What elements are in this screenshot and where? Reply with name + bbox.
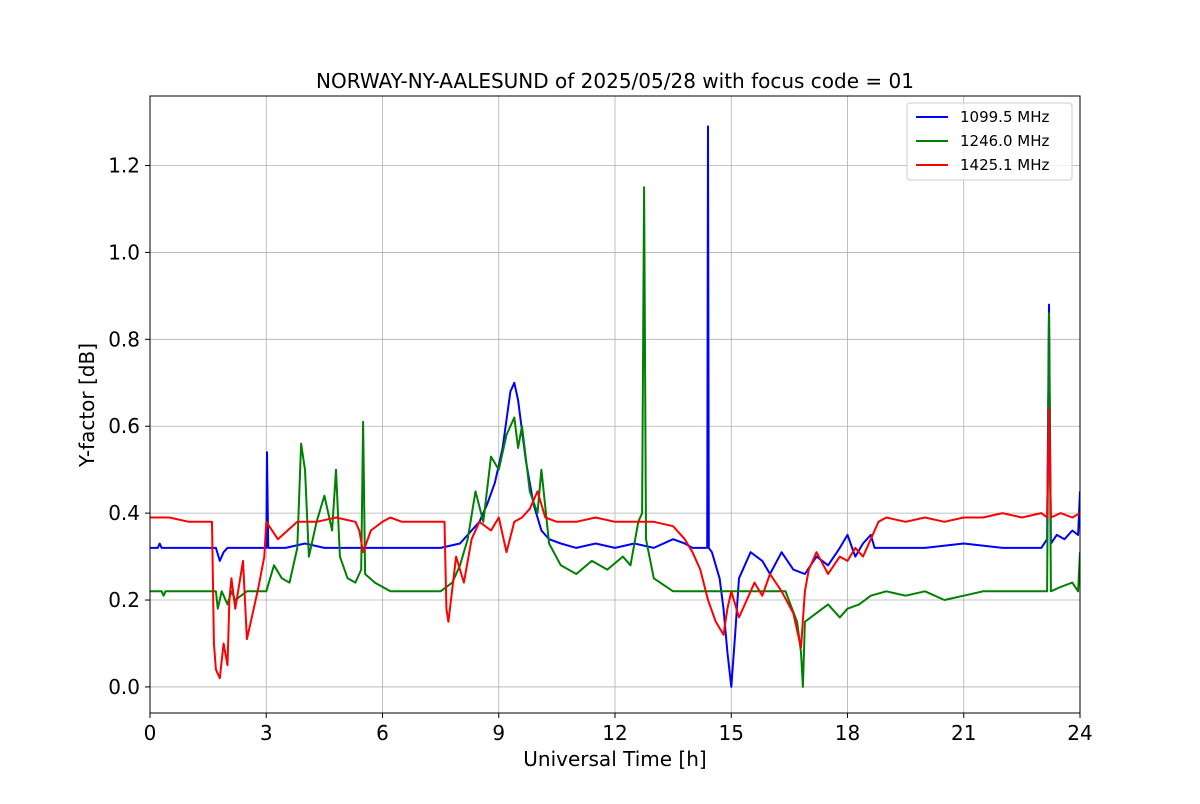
y-tick-label: 0.0 (108, 675, 140, 699)
x-tick-label: 9 (492, 721, 505, 745)
y-tick-label: 0.6 (108, 414, 140, 438)
x-axis: 0 3 6 9 12 15 18 21 24 (144, 713, 1093, 745)
y-tick-label: 1.0 (108, 240, 140, 264)
series-layer (150, 125, 1080, 688)
y-tick-label: 0.8 (108, 327, 140, 351)
x-tick-label: 0 (144, 721, 157, 745)
series-line-3 (150, 407, 1080, 680)
x-axis-label: Universal Time [h] (523, 747, 706, 771)
legend: 1099.5 MHz 1246.0 MHz 1425.1 MHz (906, 102, 1073, 181)
x-tick-label: 15 (719, 721, 744, 745)
x-tick-label: 21 (951, 721, 976, 745)
y-tick-label: 0.2 (108, 588, 140, 612)
legend-label: 1099.5 MHz (960, 108, 1049, 126)
y-tick-label: 1.2 (108, 154, 140, 178)
x-tick-label: 18 (835, 721, 860, 745)
legend-label: 1425.1 MHz (960, 156, 1049, 174)
x-tick-label: 6 (376, 721, 389, 745)
legend-box (906, 102, 1073, 181)
x-tick-label: 24 (1067, 721, 1092, 745)
y-tick-label: 0.4 (108, 501, 140, 525)
y-axis-label: Y-factor [dB] (75, 343, 99, 468)
x-tick-label: 3 (260, 721, 273, 745)
chart-title: NORWAY-NY-AALESUND of 2025/05/28 with fo… (316, 69, 914, 93)
legend-label: 1246.0 MHz (960, 132, 1049, 150)
x-tick-label: 12 (602, 721, 627, 745)
y-axis: 0.0 0.2 0.4 0.6 0.8 1.0 1.2 (108, 154, 150, 699)
